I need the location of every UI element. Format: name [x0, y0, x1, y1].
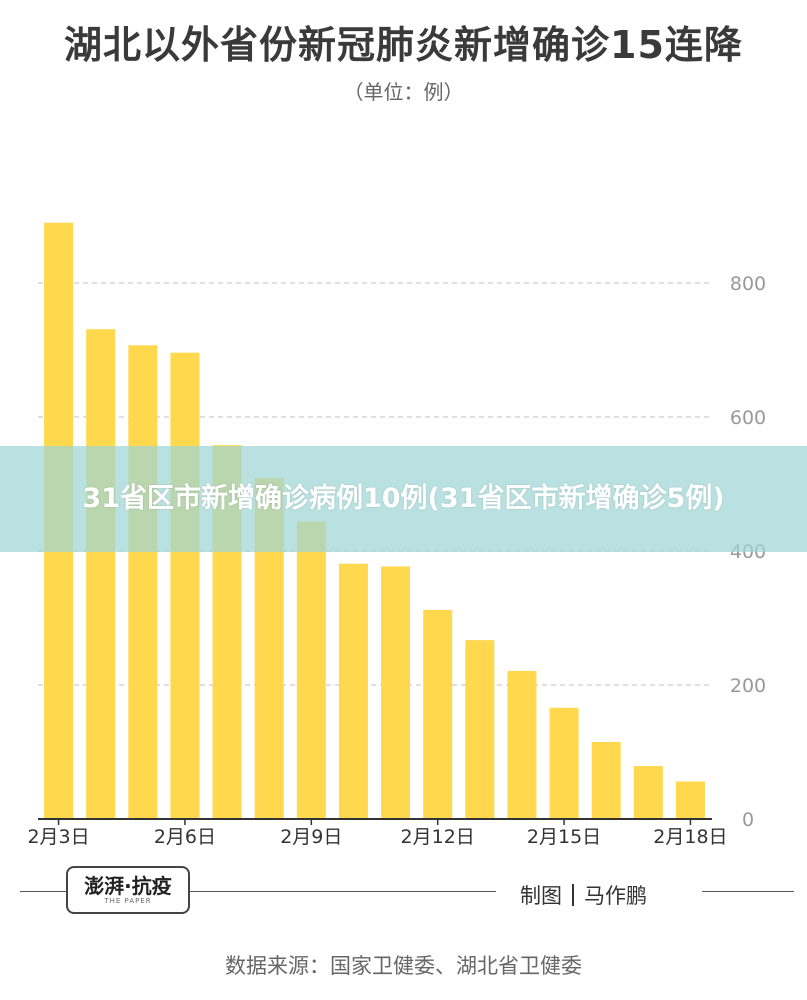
y-tick-label: 600: [730, 407, 766, 429]
credit-author: 马作鹏: [584, 884, 647, 908]
credit-separator: [572, 884, 574, 906]
logo-text: 澎湃·抗疫: [84, 873, 172, 898]
bar: [381, 566, 411, 819]
data-source: 数据来源：国家卫健委、湖北省卫健委: [225, 954, 582, 978]
bar: [86, 329, 116, 819]
bar: [296, 521, 326, 819]
bar: [633, 766, 663, 819]
x-tick-label: 2月18日: [653, 826, 727, 848]
bar: [128, 345, 158, 819]
bar: [507, 670, 537, 819]
chart-credit: 制图 马作鹏: [520, 880, 700, 910]
news-headline-text: 31省区市新增确诊病例10例(31省区市新增确诊5例): [82, 483, 725, 514]
the-paper-logo: 澎湃·抗疫 THE PAPER: [66, 866, 190, 914]
x-tick-labels: 2月3日 2月6日 2月9日 2月12日 2月15日 2月18日: [27, 819, 728, 848]
bar: [591, 741, 621, 819]
x-tick-label: 2月15日: [527, 826, 601, 848]
footer-divider-right: [702, 891, 794, 892]
x-tick-label: 2月9日: [280, 826, 342, 848]
logo-subtext: THE PAPER: [104, 896, 152, 905]
y-tick-label: 200: [730, 675, 766, 697]
x-tick-label: 2月6日: [154, 826, 216, 848]
bar: [338, 563, 368, 819]
credit-label: 制图: [520, 884, 562, 908]
bar: [170, 352, 200, 819]
bar: [465, 640, 495, 819]
bar: [675, 781, 705, 819]
footer-divider-middle: [190, 891, 496, 892]
x-tick-label: 2月3日: [27, 826, 89, 848]
chart-subtitle: （单位：例）: [343, 80, 464, 104]
x-tick-label: 2月12日: [401, 826, 475, 848]
news-headline-banner: 31省区市新增确诊病例10例(31省区市新增确诊5例): [0, 446, 807, 552]
bar: [549, 707, 579, 819]
chart-title: 湖北以外省份新冠肺炎新增确诊15连降: [64, 23, 743, 67]
footer-divider-left: [20, 891, 66, 892]
bar: [423, 609, 453, 819]
y-tick-label: 800: [730, 273, 766, 295]
y-tick-label: 0: [742, 809, 754, 831]
